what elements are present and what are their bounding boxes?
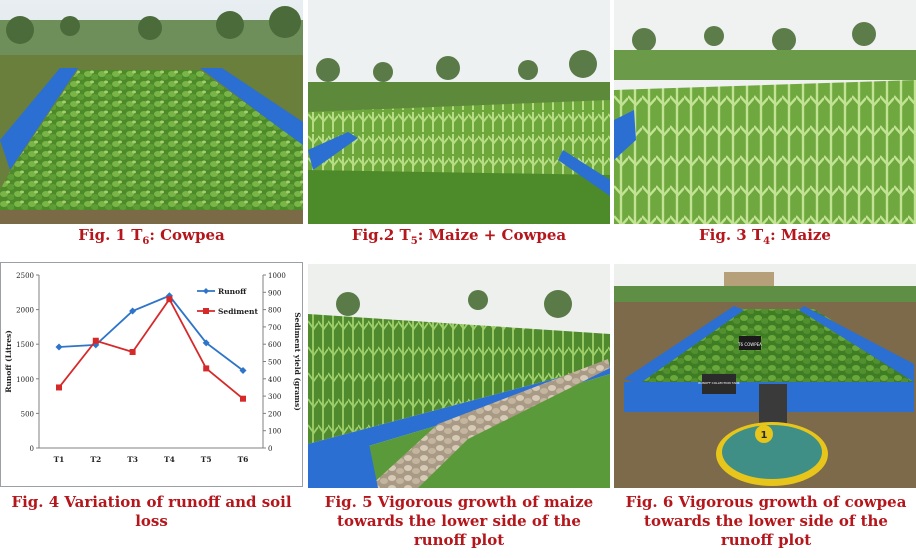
x-tick-label: T6 [238,455,249,464]
legend-marker-runoff [203,288,209,294]
point-runoff [239,366,247,374]
x-tick-label: T4 [164,455,175,464]
y2-tick-label: 500 [268,359,281,367]
point-sediment [240,395,246,402]
plot-sign-text: T6 COWPEA [737,342,762,347]
point-runoff [202,339,210,347]
caption-fig-6: Fig. 6 Vigorous growth of cowpea towards… [625,493,907,549]
y2-tick-label: 200 [268,410,281,418]
svg-text:1: 1 [761,430,768,441]
legend-marker-sediment [203,308,209,314]
photo-maize-lower-side-image [308,264,610,488]
tank-sign-text: RUNOFF COLLECTION TANK [698,381,740,385]
plot-sign [739,336,761,350]
x-tick-label: T5 [201,455,212,464]
y-tick-label: 0 [30,445,34,453]
y2-tick-label: 1000 [268,272,286,280]
y2-axis-title: Sediment yield (grams) [293,312,302,411]
photo-maize-plot-image [614,0,916,224]
photo-cowpea-plot [0,0,303,224]
point-sediment [129,348,136,355]
y-tick-label: 1000 [16,376,34,384]
y2-tick-label: 800 [268,307,281,315]
y2-tick-label: 0 [268,445,272,453]
y-tick-label: 2500 [16,272,34,280]
y2-tick-label: 100 [268,428,281,436]
point-sediment [92,337,99,344]
point-runoff [165,292,173,300]
caption-fig-4: Fig. 4 Variation of runoff and soil loss [11,493,292,530]
caption-fig-2: Fig.2 T5: Maize + Cowpea [351,226,567,247]
y2-tick-label: 700 [268,324,281,332]
y-tick-label: 500 [21,410,34,418]
runoff-sediment-chart: 0 500 1000 1500 2000 2500 0 100 200 300 400 500 600 7… [0,262,303,487]
photo-maize-plot [614,0,916,224]
series-line-runoff [58,294,244,372]
runoff-sediment-chart-svg: 0 500 1000 1500 2000 2500 0 100 200 300 400 500 600 7… [4,272,302,464]
y2-tick-label: 900 [268,289,281,297]
photo-maize-cowpea-plot-image [308,0,610,224]
caption-fig-3: Fig. 3 T4: Maize [699,226,831,247]
photo-maize-cowpea-plot [308,0,610,224]
x-tick-label: T1 [54,455,65,464]
photo-cowpea-plot-image [0,0,303,224]
series-line-sediment [58,297,244,400]
y-axis-title: Runoff (Litres) [4,330,13,393]
y2-tick-label: 600 [268,341,281,349]
photo-cowpea-lower-side: T6 COWPEA RUNOFF COLLECTION TANK 1 [614,264,916,488]
caption-fig-1: Fig. 1 T6: Cowpea [78,226,225,247]
point-sediment [56,384,62,391]
y-tick-label: 1500 [16,341,34,349]
tank-sign [702,374,736,394]
x-tick-label: T2 [90,455,101,464]
caption-fig-5: Fig. 5 Vigorous growth of maize towards … [324,493,594,549]
y2-tick-label: 300 [268,393,281,401]
y2-tick-label: 400 [268,376,281,384]
point-sediment [166,296,173,303]
point-runoff [129,307,137,315]
x-tick-label: T3 [127,455,138,464]
point-runoff [55,343,63,351]
y-tick-label: 2000 [16,307,34,315]
photo-cowpea-lower-side-image: T6 COWPEA RUNOFF COLLECTION TANK 1 [614,264,916,488]
legend-label-sediment: Sediment [218,307,258,316]
photo-maize-lower-side [308,264,610,488]
point-sediment [203,365,210,372]
legend-label-runoff: Runoff [218,287,247,296]
